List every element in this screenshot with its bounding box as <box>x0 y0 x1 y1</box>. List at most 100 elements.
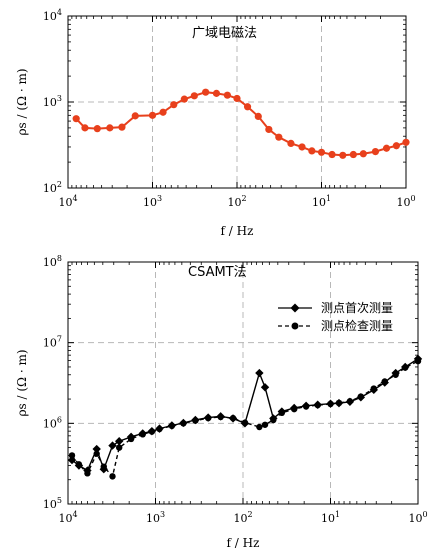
c1-series-0-point <box>402 138 410 146</box>
c1-series-0-point <box>243 103 252 111</box>
c2-series-1-point <box>392 371 399 378</box>
c1-xtick-label: 102 <box>227 194 246 209</box>
chart-widefield: 104 103 102 101 100 102 103 104 广域电磁法 f / Hz ρs… <box>15 8 416 238</box>
c2-series-1-point <box>127 435 135 443</box>
c2-series-1-point <box>100 463 107 470</box>
c1-series-0-point <box>328 150 336 159</box>
c1-series-0-point <box>106 124 114 132</box>
legend-label-first: 测点首次测量 <box>321 301 393 315</box>
c2-series-1-point <box>115 444 123 451</box>
c2-ticks: 104 103 102 101 100 105 106 107 108 <box>43 254 428 525</box>
c1-series-0-point <box>349 150 357 159</box>
c2-series-1-point <box>290 405 298 413</box>
c2-series-1-point <box>314 401 321 409</box>
c2-series-1-point <box>229 414 237 422</box>
c2-series-1-point <box>68 452 76 459</box>
c2-series-1-point <box>278 409 286 417</box>
c2-series-0-line <box>71 358 419 472</box>
c1-xtick-label: 101 <box>312 194 331 209</box>
c1-series-0-point <box>131 112 139 120</box>
c1-series <box>72 88 410 159</box>
c1-series-0-point <box>359 150 367 158</box>
c1-series-0-point <box>382 144 391 152</box>
c1-series-0-point <box>371 148 380 156</box>
c2-series-1-point <box>381 378 388 385</box>
c2-grid <box>68 262 418 504</box>
c2-series-1-point <box>217 413 224 421</box>
c2-series-1-point <box>139 431 146 438</box>
legend-diamond-marker <box>290 303 300 313</box>
c2-series-1-point <box>270 416 277 424</box>
c1-series-0-point <box>233 94 241 103</box>
c2-ylabel: ρs / (Ω · m) <box>15 349 29 416</box>
c1-title: 广域电磁法 <box>192 26 257 41</box>
c2-series-1-point <box>256 423 263 431</box>
c1-ticks: 104 103 102 101 100 102 103 104 <box>43 8 416 209</box>
c2-series-1-point <box>346 398 354 405</box>
c2-xtick-label: 101 <box>321 510 340 525</box>
c1-series-0-line <box>75 91 407 157</box>
c2-series-1-point <box>148 428 156 435</box>
c1-series-0-point <box>212 89 221 97</box>
legend-circle-marker <box>291 322 299 330</box>
c2-series-1-point <box>402 364 409 371</box>
c2-xtick-label: 100 <box>408 510 427 525</box>
chart-csamt: 104 103 102 101 100 105 106 107 108 CSAMT法 测点首次测… <box>15 254 428 550</box>
c2-series-1-point <box>75 461 83 468</box>
c2-series-0-point <box>255 368 264 378</box>
c2-ytick-label: 108 <box>43 254 62 269</box>
c2-series-0-point <box>108 441 117 450</box>
c1-series-0-point <box>287 139 295 148</box>
c1-series-0-point <box>223 91 231 99</box>
c2-series-0-point <box>114 437 124 446</box>
c1-series-0-point <box>170 101 178 109</box>
c1-ytick-label: 102 <box>43 180 62 195</box>
c2-legend: 测点首次测量 测点检查测量 <box>278 301 393 333</box>
c2-series-0-point <box>92 444 101 454</box>
c1-series-0-point <box>392 142 400 150</box>
c2-series-1-point <box>84 470 91 477</box>
c2-series-1-point <box>327 400 334 408</box>
c2-xtick-label: 104 <box>58 510 77 525</box>
c2-series-1-line <box>71 360 419 478</box>
c2-series-1-point <box>241 419 249 426</box>
c1-series-0-point <box>275 133 283 141</box>
c1-series-0-point <box>148 111 157 119</box>
c1-series-0-point <box>202 88 210 96</box>
c1-ytick-label: 103 <box>43 94 62 109</box>
c2-series-0-point <box>260 383 270 392</box>
c1-xtick-label: 103 <box>143 194 162 209</box>
c1-series-0-point <box>93 125 101 133</box>
c1-xlabel: f / Hz <box>221 224 254 238</box>
c2-series-1-point <box>357 393 365 400</box>
c1-ylabel: ρs / (Ω · m) <box>15 68 29 135</box>
c1-series-0-point <box>190 92 198 100</box>
c1-series-0-point <box>298 143 306 151</box>
c2-series-1-point <box>302 403 310 410</box>
c1-xtick-label: 104 <box>58 194 77 209</box>
c2-ytick-label: 107 <box>43 335 62 350</box>
c1-series-0-point <box>254 112 262 121</box>
c1-series-0-point <box>180 95 188 103</box>
c2-xlabel: f / Hz <box>227 536 260 550</box>
c2-series-1-point <box>156 425 163 433</box>
c1-series-0-point <box>339 151 347 159</box>
c2-series-1-point <box>109 473 116 480</box>
c2-ytick-label: 105 <box>43 496 62 511</box>
c1-series-0-point <box>81 124 89 132</box>
c2-xtick-label: 102 <box>233 510 252 525</box>
c2-series-1-point <box>335 399 343 407</box>
c1-series-0-point <box>265 125 273 134</box>
c1-series-0-point <box>159 108 167 116</box>
c1-series-0-point <box>118 123 126 131</box>
c1-ytick-label: 104 <box>43 8 62 23</box>
c2-series-1-point <box>180 420 187 427</box>
c2-ytick-label: 106 <box>43 415 62 430</box>
c2-series-1-point <box>414 357 422 365</box>
c1-series-0-point <box>72 115 80 123</box>
c2-series-1-point <box>370 385 377 392</box>
c2-series <box>67 354 423 480</box>
c2-title: CSAMT法 <box>188 265 247 280</box>
c2-series-1-point <box>168 422 176 430</box>
